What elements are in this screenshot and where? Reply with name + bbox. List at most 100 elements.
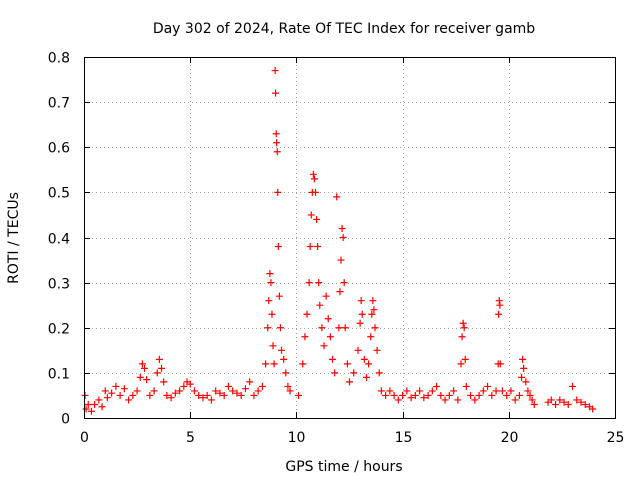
data-point bbox=[365, 360, 373, 368]
data-point bbox=[306, 243, 314, 251]
data-point bbox=[324, 315, 332, 323]
data-point bbox=[467, 391, 475, 399]
data-point bbox=[495, 297, 503, 305]
data-point bbox=[573, 396, 581, 404]
data-point bbox=[337, 256, 345, 264]
data-point bbox=[445, 391, 453, 399]
data-point bbox=[190, 387, 198, 395]
data-point bbox=[220, 391, 228, 399]
data-point bbox=[522, 378, 530, 386]
data-point bbox=[338, 224, 346, 232]
data-point bbox=[282, 369, 290, 377]
data-point bbox=[112, 382, 120, 390]
data-point bbox=[356, 319, 364, 327]
data-point bbox=[108, 389, 116, 397]
data-point bbox=[250, 391, 258, 399]
data-point bbox=[276, 324, 284, 332]
data-point bbox=[120, 385, 128, 393]
data-point bbox=[377, 387, 385, 395]
data-point bbox=[520, 364, 528, 372]
y-tick-label: 0.7 bbox=[48, 96, 70, 112]
data-point bbox=[246, 378, 254, 386]
data-point bbox=[212, 387, 220, 395]
data-point bbox=[195, 391, 203, 399]
data-point bbox=[150, 387, 158, 395]
data-point bbox=[519, 355, 527, 363]
data-point bbox=[286, 387, 294, 395]
data-point bbox=[199, 394, 207, 402]
y-tick-label: 0.1 bbox=[48, 367, 70, 383]
data-point bbox=[270, 360, 278, 368]
data-point bbox=[498, 387, 506, 395]
chart-title: Day 302 of 2024, Rate Of TEC Index for r… bbox=[153, 21, 535, 37]
data-point bbox=[358, 310, 366, 318]
data-point bbox=[91, 400, 99, 408]
data-point bbox=[313, 215, 321, 223]
data-point bbox=[138, 360, 146, 368]
data-point bbox=[362, 373, 370, 381]
data-point bbox=[224, 382, 232, 390]
data-point bbox=[95, 396, 103, 404]
data-point bbox=[492, 387, 500, 395]
data-point bbox=[518, 373, 526, 381]
data-point bbox=[254, 387, 262, 395]
data-point bbox=[556, 396, 564, 404]
data-point bbox=[547, 396, 555, 404]
x-tick-label: 15 bbox=[395, 430, 413, 446]
data-point bbox=[315, 279, 323, 287]
data-point bbox=[424, 391, 432, 399]
data-point bbox=[84, 400, 92, 408]
data-point bbox=[390, 391, 398, 399]
data-point bbox=[526, 391, 534, 399]
data-point bbox=[267, 279, 275, 287]
data-point bbox=[87, 407, 95, 415]
data-point bbox=[322, 292, 330, 300]
data-point bbox=[133, 387, 141, 395]
y-tick-label: 0.5 bbox=[48, 186, 70, 202]
data-point bbox=[312, 188, 320, 196]
data-point bbox=[305, 279, 313, 287]
data-point bbox=[346, 378, 353, 386]
data-point bbox=[335, 324, 343, 332]
data-point bbox=[462, 382, 470, 390]
y-tick-label: 0.4 bbox=[48, 232, 70, 248]
data-point bbox=[318, 324, 326, 332]
data-point bbox=[524, 387, 532, 395]
data-point bbox=[229, 387, 237, 395]
data-point bbox=[496, 360, 504, 368]
data-point bbox=[354, 346, 362, 354]
data-point bbox=[471, 396, 479, 404]
data-point bbox=[367, 333, 375, 341]
data-point bbox=[528, 396, 536, 404]
data-point bbox=[273, 148, 281, 156]
data-point bbox=[350, 369, 358, 377]
x-tick-label: 25 bbox=[607, 430, 625, 446]
data-point bbox=[274, 188, 282, 196]
data-point bbox=[103, 394, 111, 402]
data-point bbox=[454, 396, 462, 404]
y-tick-label: 0 bbox=[61, 412, 70, 428]
data-point bbox=[262, 360, 270, 368]
data-point bbox=[339, 234, 347, 241]
data-point bbox=[515, 391, 523, 399]
data-point bbox=[375, 369, 383, 377]
data-point bbox=[314, 243, 322, 251]
data-point bbox=[125, 396, 133, 404]
data-point bbox=[581, 400, 589, 408]
data-point bbox=[284, 382, 292, 390]
data-point bbox=[271, 67, 279, 75]
data-point bbox=[136, 373, 144, 381]
data-point bbox=[272, 130, 280, 138]
x-tick-label: 5 bbox=[186, 430, 195, 446]
data-point bbox=[320, 342, 328, 350]
data-point bbox=[416, 387, 424, 395]
data-point bbox=[564, 400, 572, 408]
data-point bbox=[329, 355, 337, 363]
data-point bbox=[278, 346, 286, 354]
x-tick-label: 0 bbox=[80, 430, 89, 446]
data-point bbox=[479, 387, 487, 395]
x-tick-label: 20 bbox=[501, 430, 519, 446]
data-point bbox=[265, 297, 273, 305]
